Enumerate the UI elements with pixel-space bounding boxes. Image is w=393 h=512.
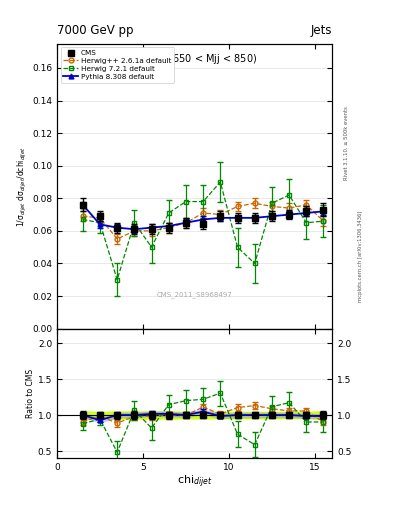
Text: Jets: Jets (310, 24, 332, 37)
Text: $\chi$ (jets) (650 < Mjj < 850): $\chi$ (jets) (650 < Mjj < 850) (132, 52, 257, 66)
Text: 7000 GeV pp: 7000 GeV pp (57, 24, 134, 37)
Text: Rivet 3.1.10, ≥ 500k events: Rivet 3.1.10, ≥ 500k events (344, 106, 349, 180)
Y-axis label: Ratio to CMS: Ratio to CMS (26, 369, 35, 418)
Text: mcplots.cern.ch [arXiv:1306.3436]: mcplots.cern.ch [arXiv:1306.3436] (358, 210, 363, 302)
Y-axis label: 1/σ$_{dijet}$ dσ$_{dijet}$/dchi$_{dijet}$: 1/σ$_{dijet}$ dσ$_{dijet}$/dchi$_{dijet}… (16, 145, 29, 227)
Legend: CMS, Herwig++ 2.6.1a default, Herwig 7.2.1 default, Pythia 8.308 default: CMS, Herwig++ 2.6.1a default, Herwig 7.2… (61, 47, 174, 82)
Text: CMS_2011_S8968497: CMS_2011_S8968497 (157, 291, 232, 298)
X-axis label: chi$_{dijet}$: chi$_{dijet}$ (177, 474, 212, 490)
